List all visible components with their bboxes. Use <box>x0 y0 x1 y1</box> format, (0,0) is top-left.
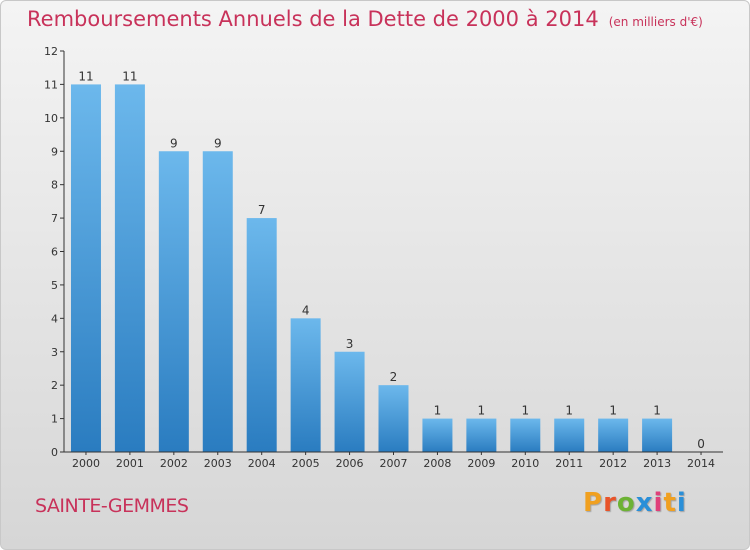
y-tick-label-12: 12 <box>44 45 58 58</box>
bar-2003 <box>202 151 233 452</box>
logo-letter: r <box>603 488 617 518</box>
y-tick-label-11: 11 <box>44 78 58 91</box>
y-tick-label-3: 3 <box>51 346 58 359</box>
x-tick-label-2001: 2001 <box>116 457 144 470</box>
proxiti-logo[interactable]: Proxiti <box>583 488 687 518</box>
y-tick-label-0: 0 <box>51 446 58 459</box>
commune-name: SAINTE-GEMMES <box>35 495 189 517</box>
bar-2002 <box>158 151 189 452</box>
bar-2011 <box>554 418 585 452</box>
x-tick-label-2011: 2011 <box>555 457 583 470</box>
data-label-2012: 1 <box>609 404 617 418</box>
bar-2004 <box>246 218 277 452</box>
y-tick-label-9: 9 <box>51 145 58 158</box>
data-label-2008: 1 <box>434 404 442 418</box>
bar-2006 <box>334 351 365 452</box>
x-tick-label-2010: 2010 <box>511 457 539 470</box>
bar-2000 <box>70 84 101 453</box>
data-label-2000: 11 <box>78 69 93 83</box>
bar-2009 <box>466 418 497 452</box>
logo-letter: i <box>676 488 687 518</box>
chart-title-text: Remboursements Annuels de la Dette de 20… <box>27 7 599 31</box>
data-label-2014: 0 <box>697 437 705 451</box>
data-label-2006: 3 <box>346 337 354 351</box>
bar-2007 <box>378 385 409 452</box>
chart-title: Remboursements Annuels de la Dette de 20… <box>27 7 703 31</box>
data-label-2009: 1 <box>478 404 486 418</box>
x-tick-label-2006: 2006 <box>336 457 364 470</box>
y-tick-label-6: 6 <box>51 246 58 259</box>
bar-2010 <box>510 418 541 452</box>
y-tick-label-7: 7 <box>51 212 58 225</box>
logo-letter: t <box>663 488 677 518</box>
bar-2013 <box>642 418 673 452</box>
x-tick-label-2014: 2014 <box>687 457 715 470</box>
x-tick-label-2004: 2004 <box>248 457 276 470</box>
logo-letter: i <box>653 488 664 518</box>
logo-letter: o <box>616 488 636 518</box>
y-tick-label-1: 1 <box>51 413 58 426</box>
logo-letter: x <box>635 488 654 518</box>
bar-2005 <box>290 318 321 452</box>
chart-unit: (en milliers d'€) <box>608 15 703 29</box>
data-label-2003: 9 <box>214 136 222 150</box>
bar-2001 <box>114 84 145 453</box>
x-tick-label-2002: 2002 <box>160 457 188 470</box>
bar-2012 <box>598 418 629 452</box>
data-label-2002: 9 <box>170 136 178 150</box>
data-label-2004: 7 <box>258 203 266 217</box>
x-tick-label-2003: 2003 <box>204 457 232 470</box>
y-tick-label-10: 10 <box>44 112 58 125</box>
bar-2008 <box>422 418 453 452</box>
x-tick-label-2012: 2012 <box>599 457 627 470</box>
y-tick-label-2: 2 <box>51 379 58 392</box>
x-tick-label-2008: 2008 <box>423 457 451 470</box>
data-label-2011: 1 <box>565 404 573 418</box>
data-label-2010: 1 <box>521 404 529 418</box>
x-tick-label-2007: 2007 <box>380 457 408 470</box>
x-tick-label-2009: 2009 <box>467 457 495 470</box>
x-tick-label-2013: 2013 <box>643 457 671 470</box>
x-tick-label-2000: 2000 <box>72 457 100 470</box>
data-label-2007: 2 <box>390 370 398 384</box>
logo-letter: P <box>583 488 604 518</box>
y-tick-label-4: 4 <box>51 312 58 325</box>
x-tick-label-2005: 2005 <box>292 457 320 470</box>
y-tick-label-8: 8 <box>51 179 58 192</box>
y-tick-label-5: 5 <box>51 279 58 292</box>
data-label-2001: 11 <box>122 69 137 83</box>
data-label-2005: 4 <box>302 303 310 317</box>
data-label-2013: 1 <box>653 404 661 418</box>
